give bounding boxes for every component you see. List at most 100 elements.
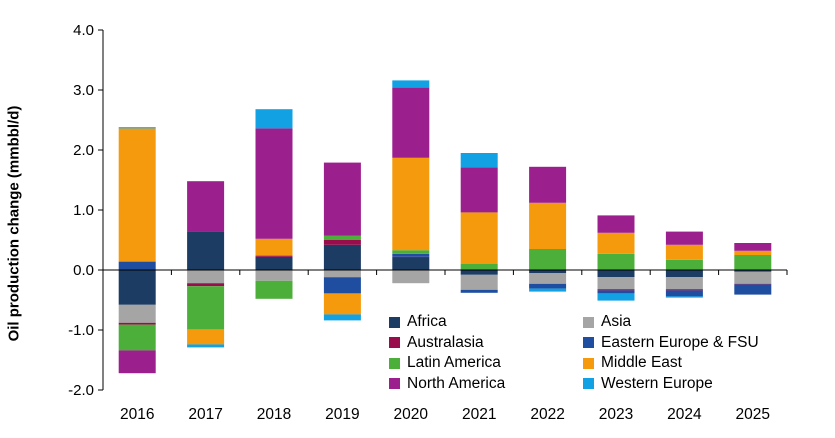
bar-2020-western-europe	[392, 80, 430, 88]
bar-2025-north-america	[734, 243, 772, 251]
y-axis-label: Oil production change (mmbbl/d)	[5, 105, 23, 342]
x-tick-label: 2019	[325, 406, 359, 423]
bar-2021-africa	[460, 270, 498, 275]
legend-label: Africa	[407, 313, 447, 330]
bar-2016-africa	[118, 270, 156, 305]
legend-label: Western Europe	[601, 374, 713, 392]
bar-2018-middle-east	[255, 238, 293, 256]
legend-swatch	[583, 378, 594, 389]
legend-swatch	[389, 357, 400, 369]
x-tick-label: 2016	[120, 406, 154, 423]
x-tick-label: 2022	[530, 406, 564, 423]
bar-2023-western-europe	[597, 293, 635, 301]
bar-2017-africa	[187, 231, 225, 270]
bar-2018-western-europe	[255, 109, 293, 129]
bar-2019-eastern-europe-fsu	[323, 277, 361, 294]
y-tick-label: -1.0	[68, 322, 94, 339]
x-tick-label: 2025	[736, 406, 770, 423]
bar-2025-australasia	[734, 283, 772, 285]
legend-swatch	[389, 337, 400, 348]
x-tick-label: 2021	[462, 406, 496, 423]
legend-item: Middle East	[583, 354, 682, 372]
bar-2021-eastern-europe-fsu	[460, 289, 498, 293]
bar-2022-north-america	[529, 166, 567, 203]
legend-item: Africa	[389, 313, 447, 331]
y-tick-label: 4.0	[73, 22, 94, 39]
x-tick-label: 2018	[257, 406, 291, 423]
bar-2020-australasia	[392, 256, 430, 258]
bar-2023-australasia	[597, 289, 635, 291]
bar-2024-latin-america	[665, 259, 703, 270]
bar-2023-north-america	[597, 215, 635, 233]
legend-item: Eastern Europe & FSU	[583, 334, 759, 352]
legend-label: Asia	[601, 313, 632, 330]
bar-2019-latin-america	[323, 235, 361, 240]
bar-2023-asia	[597, 277, 635, 290]
bar-2024-north-america	[665, 231, 703, 245]
legend-swatch	[583, 357, 594, 369]
legend-label: North America	[407, 374, 506, 392]
bar-2022-latin-america	[529, 249, 567, 270]
bar-2018-asia	[255, 270, 293, 281]
bar-2017-asia	[187, 270, 225, 284]
legend-label: Eastern Europe & FSU	[601, 333, 759, 351]
bar-2024-australasia	[665, 289, 703, 291]
legend-swatch	[389, 316, 400, 328]
bar-2024-western-europe	[665, 296, 703, 298]
bar-2020-latin-america	[392, 250, 430, 254]
bar-2025-eastern-europe-fsu	[734, 284, 772, 295]
legend-swatch	[583, 337, 594, 348]
x-tick-label: 2017	[188, 406, 222, 423]
y-tick-label: -2.0	[68, 382, 94, 399]
bar-2017-middle-east	[187, 329, 225, 345]
bar-2025-africa	[734, 270, 772, 272]
bar-2019-asia	[323, 270, 361, 278]
bar-2021-north-america	[460, 167, 498, 213]
legend-swatch	[583, 316, 594, 328]
bar-2024-africa	[665, 270, 703, 278]
bar-2016-western-europe	[118, 127, 156, 129]
y-tick-label: 1.0	[73, 202, 94, 219]
x-tick-label: 2020	[394, 406, 429, 423]
bar-2020-africa	[392, 258, 430, 270]
x-tick-label: 2023	[599, 406, 633, 423]
bar-2024-asia	[665, 277, 703, 290]
bar-2022-middle-east	[529, 202, 567, 249]
bar-2025-latin-america	[734, 255, 772, 270]
legend-item: Australasia	[389, 334, 484, 352]
legend-item: Latin America	[389, 354, 501, 372]
y-tick-label: 0.0	[73, 262, 94, 279]
bar-2020-north-america	[392, 87, 430, 158]
bar-2020-asia	[392, 270, 430, 284]
bar-2016-eastern-europe-fsu	[118, 261, 156, 270]
bar-2018-latin-america	[255, 280, 293, 299]
bar-2022-africa	[529, 270, 567, 273]
bar-2020-eastern-europe-fsu	[392, 253, 430, 257]
bar-2016-australasia	[118, 322, 156, 325]
bar-2023-middle-east	[597, 232, 635, 254]
bar-2017-latin-america	[187, 286, 225, 330]
x-tick-label: 2024	[667, 406, 702, 423]
bar-2016-middle-east	[118, 128, 156, 262]
bar-2021-western-europe	[460, 153, 498, 168]
bar-2019-north-america	[323, 162, 361, 236]
bar-2016-north-america	[118, 350, 156, 374]
legend-label: Latin America	[407, 354, 501, 371]
bar-2017-western-europe	[187, 344, 225, 348]
bar-2020-middle-east	[392, 157, 430, 251]
legend-item: Western Europe	[583, 375, 713, 393]
bar-2021-latin-america	[460, 264, 498, 270]
bar-2019-middle-east	[323, 293, 361, 315]
bar-2022-asia	[529, 273, 567, 284]
y-tick-label: 3.0	[73, 82, 94, 99]
bar-2024-middle-east	[665, 244, 703, 260]
y-tick-label: 2.0	[73, 142, 94, 159]
bar-2018-australasia	[255, 255, 293, 257]
bar-2017-australasia	[187, 283, 225, 287]
bar-2022-western-europe	[529, 288, 567, 292]
bar-2016-asia	[118, 304, 156, 323]
bar-2018-north-america	[255, 128, 293, 239]
bar-2024-eastern-europe-fsu	[665, 290, 703, 297]
bar-2019-western-europe	[323, 314, 361, 321]
